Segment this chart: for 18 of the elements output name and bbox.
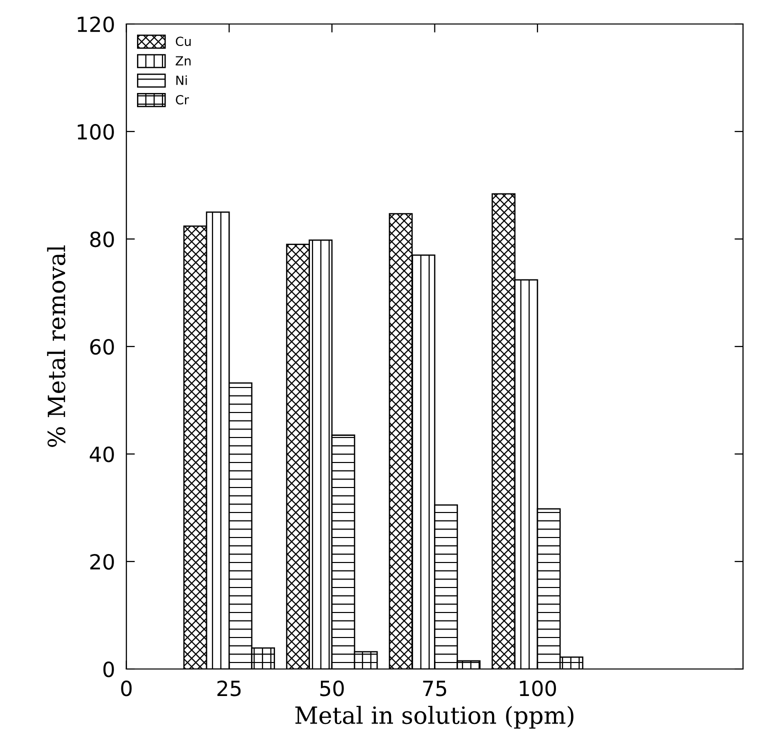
y-tick-label: 100 xyxy=(78,124,114,140)
x-tick-label: 100 xyxy=(520,680,556,696)
y-tick-label: 80 xyxy=(90,231,114,248)
y-tick-label: 120 xyxy=(78,16,114,32)
y-tick-label: 20 xyxy=(90,554,114,570)
legend-label: Cu xyxy=(176,36,191,46)
x-tick-label: 25 xyxy=(217,680,241,696)
y-tick-label: 40 xyxy=(90,446,114,462)
legend-label: Cr xyxy=(176,95,190,104)
x-tick-label: 0 xyxy=(121,680,132,696)
x-axis-title: Metal in solution (ppm) xyxy=(295,706,574,729)
legend-label: Zn xyxy=(176,56,191,66)
y-tick-label: 0 xyxy=(103,661,114,678)
y-axis-title: % Metal removal xyxy=(47,245,66,447)
x-tick-label: 50 xyxy=(320,680,344,696)
y-tick-label: 60 xyxy=(90,338,114,355)
x-tick-label: 75 xyxy=(423,680,446,696)
legend-label: Ni xyxy=(176,75,187,85)
